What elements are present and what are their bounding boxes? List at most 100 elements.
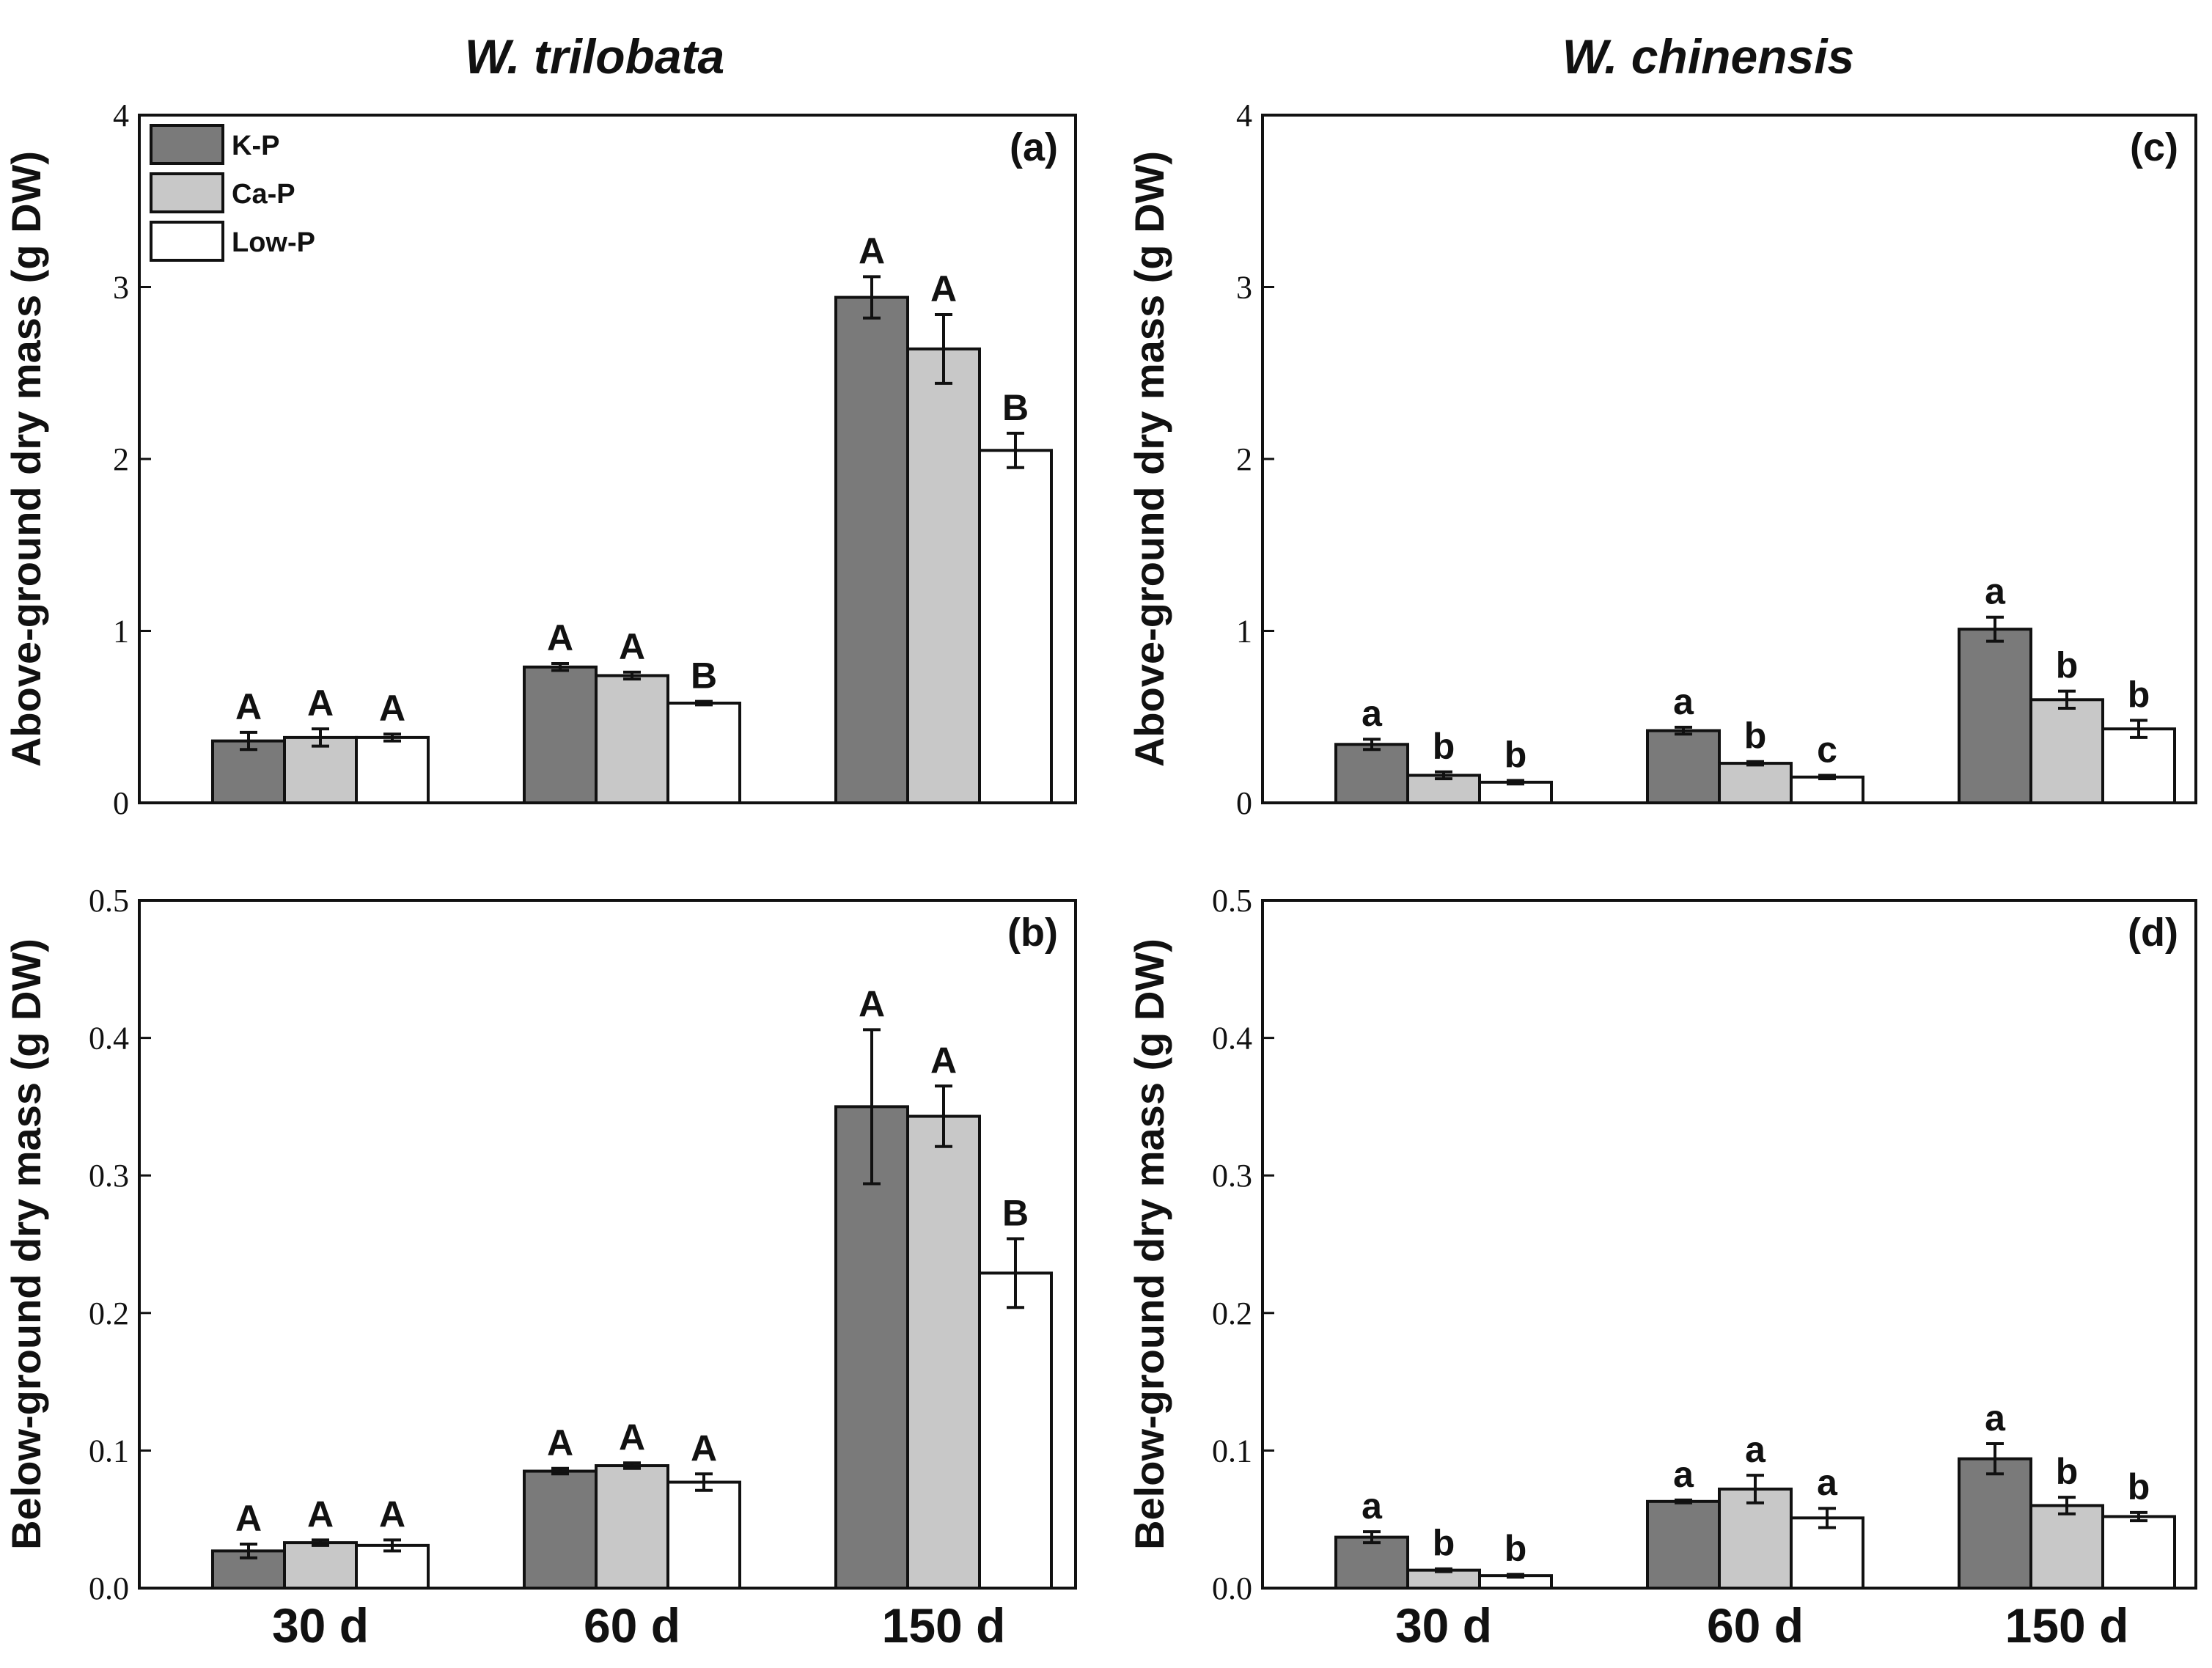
significance-letter: b xyxy=(1433,1523,1455,1564)
y-tick-label: 0.3 xyxy=(89,1158,129,1194)
significance-letter: A xyxy=(379,688,405,729)
panel-label: (b) xyxy=(1007,911,1058,955)
significance-letter: A xyxy=(235,686,262,727)
bar-ca-p-3 xyxy=(906,1114,981,1590)
significance-letter: b xyxy=(1744,716,1767,757)
significance-letter: a xyxy=(1817,1462,1838,1503)
bar-k-p-3 xyxy=(1958,1457,2032,1590)
y-axis-label: Below-ground dry mass (g DW) xyxy=(1126,938,1172,1550)
bar-ca-p-2 xyxy=(595,674,669,804)
significance-letter: A xyxy=(859,230,885,271)
bar-low-p-3 xyxy=(2101,1515,2176,1590)
panel-c: 0 1 2 3 4 Above-ground dry mass (g DW) a b b a b c a… xyxy=(1126,98,2197,821)
significance-letter: A xyxy=(859,983,885,1024)
significance-letter: a xyxy=(1362,693,1383,734)
bar-low-p-1 xyxy=(355,1543,430,1590)
panel-a: 0 1 2 3 4 Above-ground dry mass (g DW) A A A A A B A… xyxy=(3,98,1077,821)
panels: 0 1 2 3 4 Above-ground dry mass (g DW) A A A A A B A… xyxy=(3,98,2197,1653)
significance-letter: A xyxy=(619,1417,645,1458)
x-tick-label: 150 d xyxy=(882,1598,1006,1653)
y-tick-label: 2 xyxy=(1236,441,1252,477)
panel-d: 0.0 0.1 0.2 0.3 0.4 0.5 Below-ground dry mass … xyxy=(1126,883,2197,1653)
y-tick-label: 1 xyxy=(113,614,129,650)
x-tick-label: 30 d xyxy=(272,1598,369,1653)
significance-letter: A xyxy=(930,1040,957,1081)
bar-low-p-2 xyxy=(666,701,741,804)
significance-letter: a xyxy=(1362,1485,1383,1526)
y-tick-label: 0.3 xyxy=(1212,1158,1252,1194)
significance-letter: B xyxy=(1002,1192,1029,1233)
significance-letter: A xyxy=(379,1494,405,1535)
legend-swatch-k-p xyxy=(150,124,224,165)
y-tick-label: 0.4 xyxy=(89,1021,129,1057)
legend-label-ca-p: Ca-P xyxy=(232,179,295,210)
significance-letter: A xyxy=(547,617,573,658)
bar-k-p-2 xyxy=(523,665,598,804)
x-tick-label: 30 d xyxy=(1395,1598,1492,1653)
panel-label: (a) xyxy=(1010,125,1058,169)
y-axis-label: Above-ground dry mass (g DW) xyxy=(3,151,49,767)
bar-ca-p-2 xyxy=(1718,762,1793,804)
bar-low-p-3 xyxy=(978,1271,1053,1590)
bar-low-p-2 xyxy=(1790,775,1864,804)
plot-frame xyxy=(138,114,1077,804)
bar-low-p-3 xyxy=(978,449,1053,805)
bar-low-p-3 xyxy=(2101,727,2176,804)
significance-letter: b xyxy=(1504,1528,1527,1569)
significance-letter: c xyxy=(1817,729,1837,770)
legend-label-k-p: K-P xyxy=(232,131,279,161)
bar-low-p-2 xyxy=(666,1480,741,1590)
bar-k-p-3 xyxy=(834,295,909,804)
bar-k-p-2 xyxy=(1646,729,1721,805)
significance-letter: b xyxy=(1433,726,1455,767)
significance-letter: b xyxy=(2056,1451,2079,1492)
legend-label-low-p: Low-P xyxy=(232,227,315,258)
y-tick-label: 2 xyxy=(113,441,129,477)
y-tick-label: 0.2 xyxy=(89,1296,129,1331)
bar-ca-p-1 xyxy=(283,1541,358,1590)
significance-letter: A xyxy=(235,1498,262,1539)
bar-ca-p-2 xyxy=(595,1464,669,1590)
species-title-trilobata: W. trilobata xyxy=(465,29,724,84)
y-axis-label: Below-ground dry mass (g DW) xyxy=(3,938,49,1550)
plot-frame xyxy=(138,899,1077,1590)
plot-frame xyxy=(1261,899,2197,1590)
panel-label: (c) xyxy=(2130,125,2178,169)
panel-b: 0.0 0.1 0.2 0.3 0.4 0.5 Below-ground dry mass … xyxy=(3,883,1077,1653)
bar-ca-p-3 xyxy=(2029,698,2104,804)
significance-letter: a xyxy=(1985,571,2006,612)
y-tick-label: 0.2 xyxy=(1212,1296,1252,1331)
y-tick-label: 0.5 xyxy=(1212,883,1252,919)
y-tick-label: 0.4 xyxy=(1212,1021,1252,1057)
legend-swatch-ca-p xyxy=(150,172,224,213)
significance-letter: A xyxy=(547,1422,573,1463)
y-tick-label: 1 xyxy=(1236,614,1252,650)
significance-letter: B xyxy=(1002,387,1029,428)
significance-letter: a xyxy=(1673,1454,1694,1495)
significance-letter: A xyxy=(307,1494,334,1535)
significance-letter: a xyxy=(1985,1397,2006,1439)
y-tick-label: 3 xyxy=(113,270,129,306)
legend: K-P Ca-P Low-P xyxy=(150,124,315,262)
legend-swatch-low-p xyxy=(150,221,224,262)
bar-ca-p-3 xyxy=(906,347,981,805)
bar-k-p-2 xyxy=(1646,1499,1721,1590)
y-tick-label: 0.0 xyxy=(1212,1570,1252,1606)
y-axis-label: Above-ground dry mass (g DW) xyxy=(1126,151,1172,767)
y-tick-label: 0.0 xyxy=(89,1570,129,1606)
bar-k-p-3 xyxy=(834,1105,909,1590)
bar-k-p-2 xyxy=(523,1469,598,1590)
y-tick-label: 0.1 xyxy=(1212,1433,1252,1469)
y-tick-label: 0 xyxy=(113,785,129,821)
y-tick-label: 0 xyxy=(1236,785,1252,821)
y-tick-label: 4 xyxy=(1236,98,1252,133)
significance-letter: b xyxy=(2056,645,2079,686)
x-tick-label: 60 d xyxy=(1707,1598,1804,1653)
significance-letter: a xyxy=(1673,681,1694,722)
plot-frame xyxy=(1261,114,2197,804)
significance-letter: a xyxy=(1745,1429,1766,1470)
significance-letter: A xyxy=(691,1428,717,1469)
bar-low-p-1 xyxy=(355,735,430,805)
x-tick-label: 60 d xyxy=(584,1598,680,1653)
